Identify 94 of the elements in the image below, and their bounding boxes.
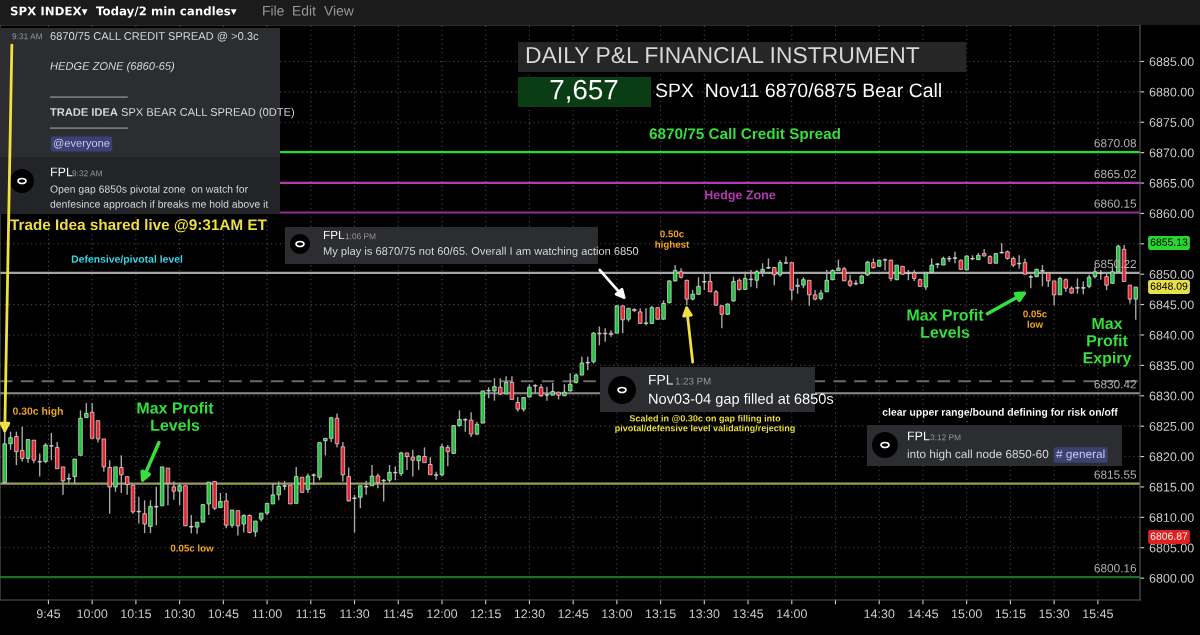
x-tick-label: 11:00 — [252, 609, 282, 619]
annotation: 0.30c high — [12, 407, 63, 417]
annotation: 7,657 — [550, 79, 618, 103]
annotation: 1:06 PM — [345, 233, 376, 240]
annotation: Hedge Zone — [705, 190, 776, 202]
annotation: ——————— — [50, 96, 128, 98]
y-tick-label: 6835.00 — [1149, 361, 1194, 371]
x-tick-label: 15:15 — [995, 609, 1026, 619]
ref-line-label: 6860.15 — [1094, 199, 1137, 208]
x-tick-label: 12:45 — [558, 609, 589, 619]
annotation: denfesince approach if breaks me hold above it — [50, 200, 269, 210]
annotation: Max Profit Levels — [907, 308, 984, 338]
annotation: 3:12 PM — [930, 434, 961, 441]
annotation: Defensive/pivotal level — [71, 255, 183, 265]
y-tick-label: 6805.00 — [1149, 543, 1194, 553]
annotation: FPL — [51, 167, 73, 177]
text: SPX Nov11 6870/6875 Bear Call — [655, 82, 941, 98]
y-tick-label: 6840.00 — [1149, 330, 1194, 340]
x-tick-label: 11:30 — [340, 609, 370, 619]
annotation: FPL — [649, 375, 674, 385]
y-tick-label: 6800.00 — [1149, 573, 1194, 583]
annotation: Max Profit Expiry — [1083, 317, 1132, 367]
y-tick-label: 6845.00 — [1149, 300, 1194, 310]
y-tick-label: 6860.00 — [1149, 209, 1194, 219]
x-tick-label: 12:00 — [427, 609, 458, 619]
ref-line-label: 6830.42 — [1094, 380, 1136, 389]
annotation: TRADE IDEA — [50, 108, 118, 116]
x-tick-label: 9:45 — [36, 609, 61, 619]
x-tick-label: 11:15 — [296, 609, 326, 619]
annotation: My play is 6870/75 not 60/65. Overall I am watching action 6850 — [323, 246, 639, 258]
annotation: 0.50c highest — [655, 230, 690, 250]
x-tick-label: 10:30 — [164, 609, 195, 619]
x-tick-label: 10:45 — [208, 609, 239, 619]
annotation: 0.05c low — [170, 544, 214, 552]
annotation: Nov03-04 gap filled at 6850s — [649, 393, 834, 407]
y-tick-label: 6865.00 — [1149, 178, 1194, 188]
annotation: SPX BEAR CALL SPREAD (0DTE) — [121, 107, 295, 119]
y-tick-label: 6875.00 — [1149, 118, 1194, 127]
x-tick-label: 11:45 — [384, 609, 413, 619]
x-tick-label: 14:30 — [864, 609, 895, 619]
annotation: @everyone — [53, 138, 110, 150]
x-tick-label: 13:30 — [689, 609, 720, 619]
y-tick-label: 6850.00 — [1149, 270, 1194, 279]
x-tick-label: 12:15 — [471, 609, 501, 619]
y-tick-label: 6820.00 — [1149, 452, 1194, 462]
x-tick-label: 14:00 — [777, 609, 807, 619]
y-tick-label: 6870.00 — [1149, 148, 1194, 158]
y-tick-label: 6810.00 — [1149, 513, 1194, 522]
annotation: 6870/75 CALL CREDIT SPREAD @ >0.3c — [50, 31, 259, 42]
x-tick-label: 13:45 — [733, 609, 764, 619]
annotation: # general — [1056, 449, 1105, 461]
annotation: clear upper range/bound defining for risk on/off — [882, 408, 1118, 418]
annotation: Open gap 6850s pivotal zone on watch for — [50, 185, 248, 195]
y-tick-label: 6880.00 — [1149, 87, 1194, 97]
annotation: Max Profit Levels — [137, 401, 214, 431]
x-tick-label: 13:00 — [602, 609, 633, 619]
ref-line-label: 6870.08 — [1094, 139, 1137, 148]
annotation: FPL — [323, 230, 345, 240]
annotation: FPL — [908, 431, 930, 441]
y-tick-label: 6825.00 — [1149, 421, 1194, 431]
annotation: Scaled in @0.30c on gap filling into pivotal/defensive level validating/rejecting — [615, 414, 795, 434]
annotation: ——————— — [50, 127, 128, 129]
annotation: 6870/75 Call Credit Spread — [649, 127, 840, 143]
text: File — [263, 5, 284, 16]
y-tick-label: 6830.00 — [1149, 391, 1194, 401]
x-tick-label: 14:45 — [908, 609, 939, 619]
annotation: 0.05c low — [1023, 310, 1047, 328]
annotation: 9:32 AM — [72, 170, 102, 177]
text: 6855.13 — [1150, 238, 1188, 246]
ref-line-label: 6800.16 — [1094, 564, 1137, 573]
x-tick-label: 15:30 — [1039, 609, 1070, 619]
ref-line-label: 6815.55 — [1094, 470, 1137, 479]
y-tick-label: 6815.00 — [1149, 482, 1194, 492]
annotation: 9:31 AM — [12, 33, 42, 40]
text: SPX INDEX▾ — [10, 6, 88, 16]
x-tick-label: 12:30 — [514, 609, 545, 619]
x-tick-label: 15:45 — [1083, 609, 1113, 619]
x-tick-label: 10:15 — [121, 609, 152, 619]
y-tick-label: 6885.00 — [1149, 57, 1194, 67]
x-tick-label: 15:00 — [951, 609, 982, 619]
text: View — [324, 5, 354, 16]
x-tick-label: 13:15 — [645, 609, 676, 619]
ref-line-label: 6865.02 — [1094, 169, 1136, 179]
annotation: HEDGE ZONE (6860-65) — [50, 61, 175, 73]
annotation: 1:23 PM — [675, 377, 711, 385]
text: 6848.09 — [1150, 282, 1188, 290]
text: Today/2 min candles▾ — [96, 6, 237, 18]
text: DAILY P&L FINANCIAL INSTRUMENT — [526, 46, 920, 64]
annotation: Trade Idea shared live @9:31AM ET — [10, 218, 267, 233]
candlestick — [72, 458, 77, 485]
annotation: into high call node 6850-60 — [907, 449, 1049, 461]
text: Edit — [293, 5, 316, 16]
text: 6806.87 — [1150, 532, 1188, 540]
x-tick-label: 10:00 — [77, 609, 108, 619]
